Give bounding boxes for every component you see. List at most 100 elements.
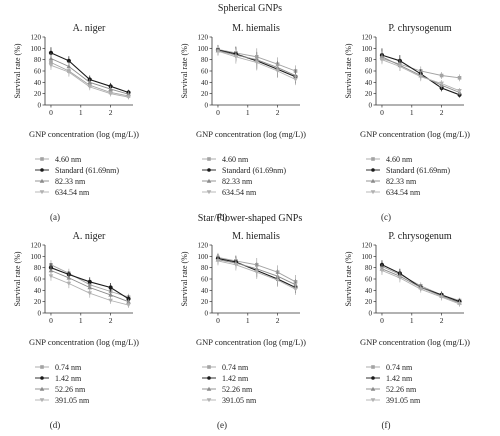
data-point: [275, 278, 280, 283]
y-axis-label: Survival rate (%): [13, 251, 22, 306]
y-tick-label: 100: [31, 253, 42, 261]
data-point: [108, 298, 113, 303]
data-point: [126, 91, 131, 97]
legend-marker: [39, 386, 45, 391]
data-point: [87, 291, 93, 296]
y-tick-label: 120: [362, 242, 373, 250]
legend-label: Standard (61.69nm): [222, 166, 286, 175]
section-title-spherical: Spherical GNPs: [218, 3, 282, 14]
y-axis-label: Survival rate (%): [13, 43, 22, 98]
chart-panel-4: A. niger 0 20 40 60 80 100 120 0 1 2 Survival rate …: [13, 231, 139, 430]
legend-marker: [40, 168, 44, 172]
data-point: [66, 275, 72, 280]
series-4: [215, 46, 298, 86]
x-tick-label: 1: [79, 316, 83, 325]
legend-marker: [370, 386, 376, 391]
data-point: [66, 281, 72, 286]
data-point: [439, 81, 444, 86]
y-tick-label: 120: [362, 34, 373, 42]
y-tick-label: 40: [365, 79, 373, 87]
y-tick-label: 20: [34, 298, 42, 306]
y-tick-label: 60: [34, 276, 42, 284]
legend-label: 52.26 nm: [55, 385, 86, 394]
legend-marker: [39, 178, 45, 183]
y-tick-label: 120: [31, 34, 42, 42]
data-point: [87, 80, 93, 85]
x-tick-label: 2: [440, 316, 444, 325]
data-point: [233, 55, 239, 60]
data-point: [233, 263, 239, 268]
y-tick-label: 40: [201, 287, 209, 295]
y-tick-label: 60: [201, 68, 209, 76]
y-tick-label: 100: [362, 45, 373, 53]
legend-label: 391.05 nm: [222, 396, 257, 405]
legend-label: 1.42 nm: [386, 374, 413, 383]
legend-label: 82.33 nm: [55, 177, 86, 186]
x-tick-label: 0: [380, 316, 384, 325]
legend-marker: [206, 386, 212, 391]
legend-marker: [371, 376, 375, 380]
series-4: [48, 271, 131, 308]
y-tick-label: 40: [34, 287, 42, 295]
series-4: [215, 256, 298, 295]
legend-label: Standard (61.69nm): [386, 166, 450, 175]
data-point: [439, 295, 444, 300]
y-tick-label: 100: [198, 253, 209, 261]
y-tick-label: 40: [34, 79, 42, 87]
legend-marker: [40, 157, 44, 161]
legend-marker: [207, 365, 211, 369]
legend-label: 4.60 nm: [386, 155, 413, 164]
data-point: [397, 64, 403, 69]
legend-label: 0.74 nm: [222, 363, 249, 372]
x-tick-label: 2: [276, 108, 280, 117]
legend-label: 634.54 nm: [222, 188, 257, 197]
legend-marker: [206, 190, 212, 195]
y-tick-label: 100: [31, 45, 42, 53]
data-point: [48, 50, 54, 55]
chart-panel-2: M. hiemalis 0 20 40 60 80 100 120 0 1 2 Survival ra…: [180, 23, 306, 222]
series-3: [48, 53, 131, 98]
legend-label: 391.05 nm: [55, 396, 90, 405]
legend-label: 4.60 nm: [55, 155, 82, 164]
legend-label: 634.54 nm: [386, 188, 421, 197]
legend-label: 82.33 nm: [222, 177, 253, 186]
legend-marker: [370, 178, 376, 183]
legend-label: 1.42 nm: [222, 374, 249, 383]
x-tick-label: 1: [79, 108, 83, 117]
y-tick-label: 60: [365, 276, 373, 284]
legend-label: 82.33 nm: [386, 177, 417, 186]
data-point: [457, 302, 462, 307]
y-tick-label: 80: [365, 264, 373, 272]
series-1: [380, 262, 462, 304]
y-axis-label: Survival rate (%): [180, 43, 189, 98]
section-title-star-flower: Star/Flower-shaped GNPs: [198, 213, 303, 224]
y-tick-label: 20: [365, 298, 373, 306]
data-point: [254, 60, 260, 65]
y-tick-label: 80: [34, 56, 42, 64]
legend-marker: [371, 157, 375, 161]
x-tick-label: 0: [49, 108, 53, 117]
legend-label: 1.42 nm: [55, 374, 82, 383]
panel-title: P. chrysogenum: [388, 23, 452, 34]
panel-letter: (e): [217, 420, 227, 430]
x-axis-label: GNP concentration (log (mg/L)): [29, 129, 139, 139]
data-point: [108, 91, 113, 96]
x-tick-label: 0: [380, 108, 384, 117]
data-point: [379, 268, 385, 273]
data-point: [457, 89, 462, 94]
data-point: [439, 73, 444, 78]
panel-letter: (a): [50, 212, 60, 222]
y-tick-label: 100: [362, 253, 373, 261]
legend-marker: [370, 398, 376, 403]
x-tick-label: 1: [410, 108, 414, 117]
legend-label: 52.26 nm: [386, 385, 417, 394]
y-tick-label: 80: [201, 56, 209, 64]
legend-marker: [39, 398, 45, 403]
legend-label: 391.05 nm: [386, 396, 421, 405]
legend-label: Standard (61.69nm): [55, 166, 119, 175]
y-tick-label: 20: [365, 90, 373, 98]
legend-label: 634.54 nm: [55, 188, 90, 197]
y-tick-label: 120: [31, 242, 42, 250]
y-tick-label: 80: [34, 264, 42, 272]
